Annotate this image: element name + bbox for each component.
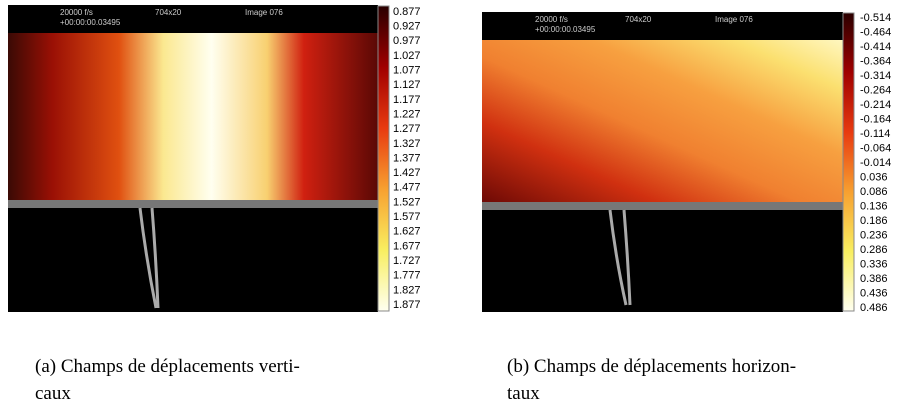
colorbar-label: 1.627 — [393, 226, 421, 238]
caption: (a) Champs de déplacements verti- — [35, 356, 300, 377]
colorbar-label: -0.464 — [860, 26, 891, 38]
colorbar-label: 0.977 — [393, 35, 421, 47]
colorbar-label: 1.577 — [393, 211, 421, 223]
colorbar-label: 0.036 — [860, 171, 888, 183]
colorbar-a — [377, 5, 390, 312]
colorbar-label: 1.277 — [393, 123, 421, 135]
colorbar-label: 0.186 — [860, 215, 888, 227]
colorbar-label: -0.164 — [860, 113, 891, 125]
colorbar-label: 1.877 — [393, 299, 421, 311]
overlay-rate: 20000 f/s — [535, 15, 568, 24]
colorbar-label: 0.436 — [860, 287, 888, 299]
colorbar-label: -0.514 — [860, 12, 891, 24]
colorbar-label: 0.927 — [393, 21, 421, 33]
colorbar-label: 1.427 — [393, 167, 421, 179]
overlay-time: +00:00:00.03495 — [60, 18, 121, 27]
colorbar-label: -0.064 — [860, 142, 891, 154]
colorbar-label: -0.314 — [860, 70, 891, 82]
overlay-frame: Image 076 — [245, 8, 283, 17]
caption: (b) Champs de déplacements horizon- — [507, 356, 796, 377]
colorbar-label: 1.377 — [393, 152, 421, 164]
colorbar-label: 0.336 — [860, 258, 888, 270]
colorbar-label: 1.177 — [393, 94, 421, 106]
caption: caux — [35, 383, 71, 404]
overlay-size: 704x20 — [625, 15, 652, 24]
colorbar-label: 0.486 — [860, 302, 888, 314]
overlay-rate: 20000 f/s — [60, 8, 93, 17]
overlay-frame: Image 076 — [715, 15, 753, 24]
colorbar-label: 0.286 — [860, 244, 888, 256]
colorbar-label: 0.136 — [860, 200, 888, 212]
colorbar-label: -0.214 — [860, 99, 891, 111]
colorbar-label: 1.077 — [393, 65, 421, 77]
overlay-size: 704x20 — [155, 8, 182, 17]
caption: taux — [507, 383, 540, 404]
colorbar-label: 1.027 — [393, 50, 421, 62]
colorbar-label: 1.127 — [393, 79, 421, 91]
colorbar-label: -0.264 — [860, 84, 891, 96]
colorbar-label: 1.827 — [393, 284, 421, 296]
colorbar-label: 0.877 — [393, 6, 421, 18]
image-b: 20000 f/s +00:00:00.03495 704x20 Image 0… — [482, 12, 843, 312]
colorbar-label: 1.527 — [393, 196, 421, 208]
colorbar-label: -0.414 — [860, 41, 891, 53]
colorbar-label: -0.114 — [860, 128, 890, 140]
colorbar-label: 1.477 — [393, 182, 421, 194]
colorbar-label: -0.014 — [860, 157, 891, 169]
image-a: 20000 f/s +00:00:00.03495 704x20 Image 0… — [8, 5, 378, 312]
colorbar-b — [842, 12, 855, 312]
colorbar-label: 0.386 — [860, 273, 888, 285]
colorbar-label: 0.236 — [860, 229, 888, 241]
colorbar-label: 1.727 — [393, 255, 421, 267]
colorbar-label: 0.086 — [860, 186, 888, 198]
colorbar-label: -0.364 — [860, 55, 891, 67]
colorbar-label: 1.227 — [393, 108, 421, 120]
colorbar-label: 1.327 — [393, 138, 421, 150]
colorbar-label: 1.777 — [393, 270, 421, 282]
overlay-time: +00:00:00.03495 — [535, 25, 596, 34]
colorbar-label: 1.677 — [393, 240, 421, 252]
